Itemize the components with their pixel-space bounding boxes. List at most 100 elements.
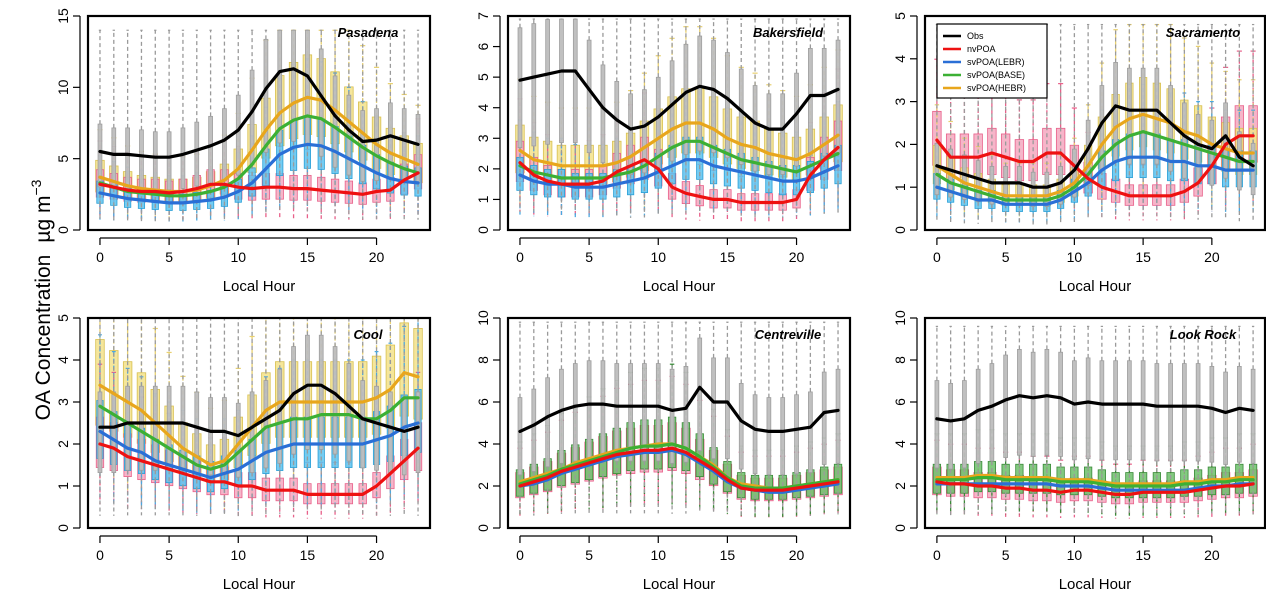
x-tick-label: 20 (789, 547, 805, 563)
box-obs (1223, 371, 1228, 465)
y-axis: 0 1 2 3 4 5 6 7 (475, 12, 501, 234)
y-tick-label: 6 (892, 398, 908, 406)
x-tick-label: 10 (1067, 547, 1083, 563)
legend: Obs nvPOA svPOA(LEBR) svPOA(BASE) svPOA(HEBR… (936, 23, 1048, 99)
box-obs (628, 363, 633, 462)
x-tick-label: 20 (1204, 547, 1220, 563)
box-obs (531, 23, 537, 147)
box-obs (975, 160, 981, 203)
box-obs (517, 27, 523, 149)
box-obs (1017, 348, 1022, 456)
box-obs (208, 115, 213, 185)
box-obs (1030, 171, 1036, 207)
box-obs (794, 394, 799, 475)
box-obs (1072, 360, 1077, 461)
box-obs (139, 129, 144, 190)
box-obs (152, 131, 158, 191)
x-axis: 0 5 10 15 20 Local Hour (516, 535, 805, 593)
box-obs (332, 75, 338, 168)
x-tick-label: 20 (789, 249, 805, 265)
series-line-nvpoa (935, 134, 1255, 198)
x-tick-label: 5 (165, 249, 173, 265)
series-line-svpoa-base (518, 139, 840, 180)
y-axis: 0 2 4 6 8 10 (475, 310, 501, 532)
x-tick-label: 15 (1135, 547, 1151, 563)
box-obs (346, 363, 352, 462)
y-tick-label: 3 (475, 134, 491, 142)
y-tick-label: 4 (892, 55, 908, 63)
x-tick-label: 10 (650, 547, 666, 563)
y-tick-label: 7 (475, 12, 491, 20)
y-tick-label: 5 (475, 73, 491, 81)
panel-bakersfield: 0 5 10 15 20 Local Hour 0 1 2 3 4 5 6 7 Bakersfield (475, 12, 852, 295)
series-line-obs (518, 69, 840, 131)
x-tick-label: 5 (585, 249, 593, 265)
y-tick-label: 2 (892, 140, 908, 148)
y-tick-label: 6 (475, 42, 491, 50)
legend-label-nvpoa: nvPOA (967, 44, 996, 54)
panel-title: Cool (354, 327, 383, 342)
box-obs (291, 29, 296, 142)
box-obs (725, 357, 730, 460)
box-obs (725, 52, 730, 159)
y-tick-label: 4 (475, 104, 491, 112)
series-line-svpoa-lebr (518, 158, 840, 189)
y-tick-label: 0 (892, 226, 908, 234)
y-tick-label: 0 (475, 524, 491, 532)
y-tick-label: 4 (55, 356, 71, 364)
x-tick-label: 5 (165, 547, 173, 563)
x-axis: 0 5 10 15 20 Local Hour (96, 237, 385, 295)
box-obs (1085, 357, 1091, 460)
x-tick-label: 0 (516, 547, 524, 563)
x-tick-label: 5 (1002, 249, 1010, 265)
x-tick-label: 15 (720, 547, 736, 563)
panel-look-rock: 0 5 10 15 20 Local Hour 0 2 4 6 8 10 Look Rock (892, 310, 1266, 593)
box-obs (1127, 67, 1132, 165)
box-obs (222, 108, 227, 181)
box-obs (642, 363, 647, 462)
box-obs (559, 18, 564, 143)
box-obs (531, 388, 537, 472)
box-obs (208, 397, 213, 476)
box-obs (835, 368, 841, 464)
series-line-svpoa-base (98, 396, 420, 471)
box-obs (139, 385, 144, 471)
x-tick-label: 15 (720, 249, 736, 265)
box-obs (388, 102, 393, 179)
series-line-svpoa-base (935, 130, 1255, 202)
x-tick-label: 15 (300, 249, 316, 265)
box-obs (642, 89, 647, 174)
box-obs (97, 123, 103, 188)
box-obs (614, 363, 620, 462)
box-obs (415, 391, 421, 473)
y-axis: 0 1 2 3 4 5 (55, 314, 81, 532)
box-obs (194, 391, 200, 473)
box-obs (962, 154, 967, 200)
plot-frame (506, 316, 852, 530)
series-line-obs (98, 67, 420, 159)
box-obs (572, 363, 578, 462)
y-tick-label: 0 (892, 524, 908, 532)
box-obs (989, 166, 995, 205)
box-obs (249, 391, 255, 473)
series-line-svpoa-base (935, 476, 1255, 488)
x-tick-label: 0 (96, 249, 104, 265)
x-axis: 0 5 10 15 20 Local Hour (933, 535, 1220, 593)
y-tick-label: 0 (55, 524, 71, 532)
panel-sacramento: 0 5 10 15 20 Local Hour 0 1 2 3 4 5 Sacramento Obs nvP… (892, 12, 1266, 295)
box-obs (235, 94, 241, 176)
y-axis-label: OA Concentrationµg m−3 (28, 179, 55, 420)
box-obs (780, 93, 786, 175)
x-axis-label: Local Hour (223, 278, 296, 295)
legend-label-svpoa-base: svPOA(BASE) (967, 70, 1025, 80)
box-obs (1195, 363, 1201, 462)
box-obs (738, 383, 744, 470)
x-axis-label: Local Hour (1059, 278, 1132, 295)
y-tick-label: 10 (892, 310, 908, 326)
box-obs (1154, 363, 1160, 462)
box-obs (166, 385, 172, 471)
box-obs (545, 19, 550, 145)
box-obs (1250, 368, 1256, 464)
series-layer (98, 67, 420, 205)
box-obs (697, 35, 703, 152)
